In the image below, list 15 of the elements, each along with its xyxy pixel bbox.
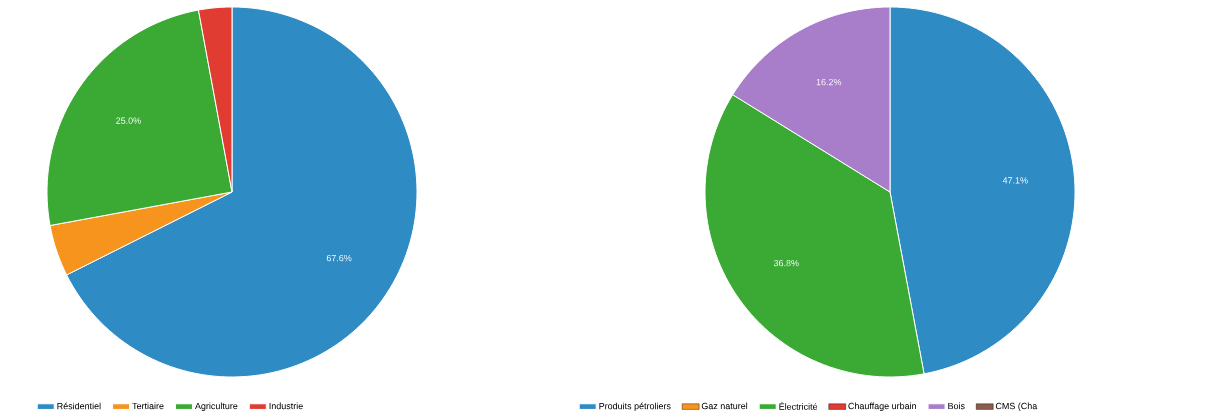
legend-label: Bois: [948, 402, 965, 410]
data-label: 25.0%: [116, 117, 141, 124]
legend-label: Produits pétroliers: [599, 402, 671, 412]
legend-label: Tertiaire: [132, 402, 164, 410]
data-label: 36.8%: [773, 259, 799, 267]
data-label: 47.1%: [1002, 177, 1028, 184]
legend-label: Résidentiel: [57, 402, 101, 410]
legend-label: Agriculture: [194, 402, 238, 411]
legend-label: CMS (Cha: [995, 402, 1038, 411]
data-label: 16.2%: [816, 78, 842, 86]
legend-label: Chauffage urbain: [848, 402, 916, 411]
data-label: 67.6%: [326, 254, 352, 262]
legend-label: Industrie: [269, 402, 303, 410]
legend-label: Électricité: [779, 401, 818, 410]
legend-label: Gaz naturel: [701, 402, 748, 410]
